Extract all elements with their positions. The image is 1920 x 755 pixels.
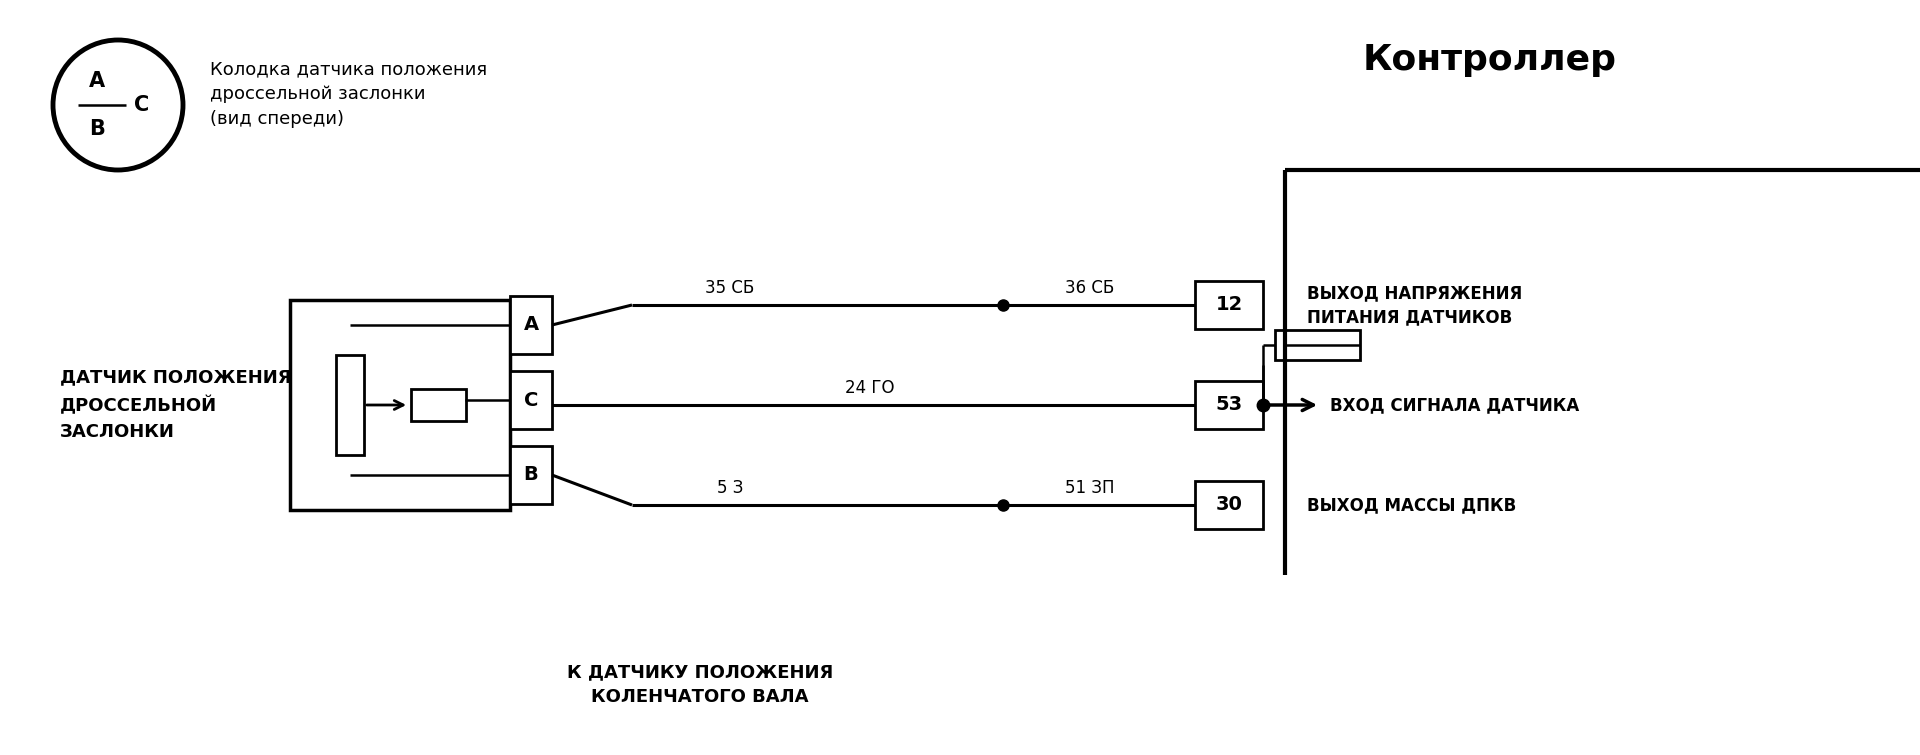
Text: Колодка датчика положения
дроссельной заслонки
(вид спереди): Колодка датчика положения дроссельной за…: [209, 60, 488, 128]
Bar: [511, 446, 553, 504]
Text: ВЫХОД НАПРЯЖЕНИЯ
ПИТАНИЯ ДАТЧИКОВ: ВЫХОД НАПРЯЖЕНИЯ ПИТАНИЯ ДАТЧИКОВ: [1308, 284, 1523, 326]
Bar: [511, 296, 553, 354]
Text: ВЫХОД МАССЫ ДПКВ: ВЫХОД МАССЫ ДПКВ: [1308, 496, 1517, 514]
Text: 53: 53: [1215, 396, 1242, 414]
Text: B: B: [88, 119, 106, 139]
Bar: [1275, 330, 1359, 360]
Text: ДАТЧИК ПОЛОЖЕНИЯ
ДРОССЕЛЬНОЙ
ЗАСЛОНКИ: ДАТЧИК ПОЛОЖЕНИЯ ДРОССЕЛЬНОЙ ЗАСЛОНКИ: [60, 368, 292, 442]
Text: ВХОД СИГНАЛА ДАТЧИКА: ВХОД СИГНАЛА ДАТЧИКА: [1331, 396, 1580, 414]
Text: К ДАТЧИКУ ПОЛОЖЕНИЯ
КОЛЕНЧАТОГО ВАЛА: К ДАТЧИКУ ПОЛОЖЕНИЯ КОЛЕНЧАТОГО ВАЛА: [566, 664, 833, 707]
Bar: [1194, 481, 1263, 529]
Text: A: A: [524, 316, 540, 334]
Text: 24 ГО: 24 ГО: [845, 379, 895, 397]
Bar: [79, 57, 127, 153]
Bar: [336, 355, 365, 455]
Bar: [511, 371, 553, 429]
Circle shape: [54, 40, 182, 170]
Text: 5 З: 5 З: [716, 479, 743, 497]
Text: 30: 30: [1215, 495, 1242, 514]
Text: C: C: [524, 390, 538, 409]
Text: A: A: [88, 71, 106, 91]
Text: 35 СБ: 35 СБ: [705, 279, 755, 297]
Bar: [127, 77, 157, 133]
Bar: [411, 389, 467, 421]
Bar: [290, 300, 511, 510]
Text: 51 ЗП: 51 ЗП: [1066, 479, 1116, 497]
Text: 12: 12: [1215, 295, 1242, 315]
Bar: [1194, 381, 1263, 429]
Text: C: C: [134, 95, 150, 115]
Text: Контроллер: Контроллер: [1363, 43, 1617, 77]
Text: B: B: [524, 466, 538, 485]
Bar: [1194, 281, 1263, 329]
Text: 36 СБ: 36 СБ: [1066, 279, 1116, 297]
